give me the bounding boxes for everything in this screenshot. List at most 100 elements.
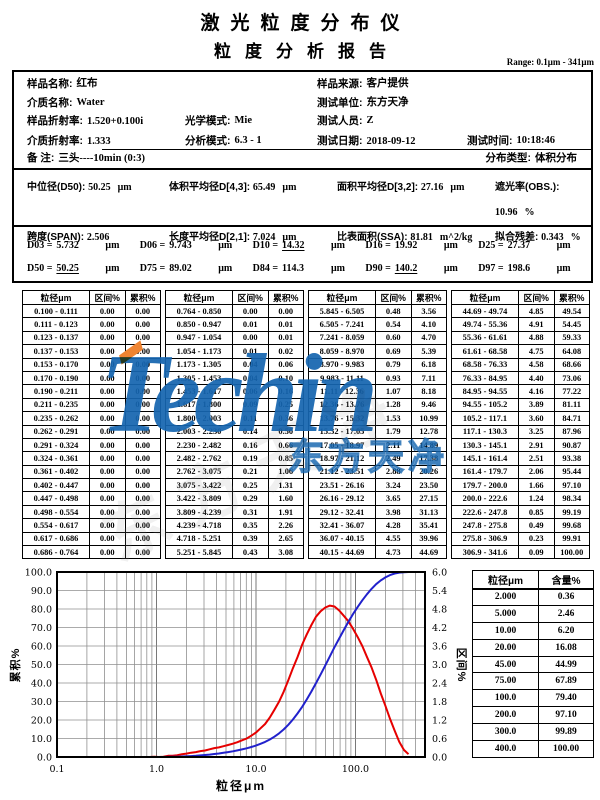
bin-row: 18.97 - 21.12 2.49 17.38: [308, 451, 447, 466]
bin-row: 2.003 - 2.230 0.14 0.50: [165, 424, 304, 439]
summary-content-cell: 44.99: [538, 655, 594, 674]
right-axis-tick: 2.4: [432, 678, 447, 689]
bin-table-group-3: 粒径μm 区间% 累积% 5.845 - 6.505 0.48 3.56 6.505 - 7…: [308, 290, 447, 560]
bin-row: 0.111 - 0.123 0.00 0.00: [22, 317, 161, 332]
summary-size-cell: 300.0: [471, 723, 540, 742]
bin-row: 0.153 - 0.170 0.00 0.00: [22, 357, 161, 372]
dvalue-unit: μm: [443, 240, 458, 251]
bin-row: 0.291 - 0.324 0.00 0.00: [22, 437, 161, 453]
bin-cumulative-cell: 4.70: [410, 330, 447, 346]
bin-interval-cell: 0.21: [232, 464, 269, 480]
bin-cumulative-cell: 64.08: [553, 344, 590, 359]
bin-cumulative-cell: 0.66: [267, 437, 304, 453]
bin-interval-cell: 0.06: [232, 384, 269, 399]
bin-range-cell: 0.361 - 0.402: [22, 464, 90, 480]
bin-range-cell: 0.686 - 0.764: [22, 545, 90, 560]
bin-cumulative-cell: 23.50: [410, 478, 447, 493]
bin-cumulative-cell: 0.00: [124, 397, 161, 413]
dvalue-unit: μm: [556, 240, 571, 251]
bin-cumulative-cell: 0.00: [124, 437, 161, 453]
bin-row: 0.554 - 0.617 0.00 0.00: [22, 518, 161, 533]
bin-interval-cell: 4.16: [518, 384, 555, 399]
dvalue-label: D03 =: [27, 240, 53, 251]
bin-interval-cell: 0.00: [89, 384, 126, 399]
info-row: 介质名称: Water 测试单位: 东方天净: [14, 94, 591, 113]
bin-range-cell: 0.498 - 0.554: [22, 504, 90, 520]
dvalue-label: D75 =: [139, 263, 166, 274]
bin-cumulative-cell: 99.91: [553, 531, 590, 547]
left-axis-tick: 40.0: [31, 678, 52, 689]
bin-row: 3.809 - 4.239 0.31 1.91: [165, 504, 304, 520]
bin-cumulative-cell: 27.15: [410, 491, 447, 506]
bin-cumulative-cell: 0.06: [267, 357, 304, 372]
field-label: 样品折射率:: [27, 115, 83, 127]
field-label: 测试日期:: [317, 134, 363, 147]
left-axis-tick: 70.0: [31, 623, 52, 634]
sample-info-box: 样品名称: 红布 样品来源: 客户提供 介质名称: Water 测试单位: 东方天净 样…: [12, 70, 593, 283]
bin-cumulative-cell: 84.71: [553, 411, 590, 426]
bin-range-cell: 222.6 - 247.8: [451, 504, 519, 520]
bin-table-1: 粒径μm 区间% 累积% 0.100 - 0.111 0.00 0.00 0.111 - 0…: [22, 290, 161, 560]
bin-range-cell: 1.054 - 1.173: [165, 344, 233, 359]
summary-header: 含量%: [538, 570, 594, 590]
dist-type-label: 分布类型:: [485, 152, 532, 164]
dvalue-label: D84 =: [252, 263, 279, 274]
bin-range-cell: 0.123 - 0.137: [22, 330, 90, 346]
bin-row: 275.8 - 306.9 0.23 99.91: [451, 531, 590, 547]
bin-range-cell: 21.12 - 23.51: [308, 464, 376, 480]
field-label: 介质名称:: [27, 96, 73, 109]
bin-row: 26.16 - 29.12 3.65 27.15: [308, 491, 447, 506]
bin-range-cell: 3.809 - 4.239: [165, 504, 233, 520]
dvalue-unit: μm: [105, 263, 120, 274]
bin-cumulative-cell: 87.96: [553, 424, 590, 439]
dvalues-section: D03 = 5.732 μm D06 = 9.743 μm D10 = 14.32 μm D…: [14, 225, 591, 283]
bin-interval-cell: 1.79: [375, 424, 412, 439]
bin-cumulative-cell: 0.00: [124, 504, 161, 520]
bin-row: 32.41 - 36.07 4.28 35.41: [308, 518, 447, 533]
bin-range-cell: 12.36 - 13.76: [308, 397, 376, 413]
bin-cumulative-cell: 39.96: [410, 531, 447, 547]
bin-interval-cell: 0.93: [375, 370, 412, 386]
bin-range-cell: 0.402 - 0.447: [22, 478, 90, 493]
bin-interval-cell: 0.23: [518, 531, 555, 547]
bin-interval-cell: 1.07: [375, 384, 412, 399]
bin-interval-cell: 0.00: [89, 437, 126, 453]
field-label: 光学模式:: [185, 115, 231, 127]
field-value: Mie: [234, 115, 253, 126]
bin-row: 0.498 - 0.554 0.00 0.00: [22, 504, 161, 520]
bin-row: 200.0 - 222.6 1.24 98.34: [451, 491, 590, 506]
bin-interval-cell: 0.00: [89, 424, 126, 439]
bin-cumulative-cell: 68.66: [553, 357, 590, 372]
summary-row: 20.00 16.08: [471, 638, 594, 657]
bin-row: 1.173 - 1.305 0.04 0.06: [165, 357, 304, 372]
bin-range-cell: 130.3 - 145.1: [451, 437, 519, 453]
bin-range-cell: 13.76 - 15.32: [308, 411, 376, 426]
bin-range-cell: 36.07 - 40.15: [308, 531, 376, 547]
right-axis-tick: 1.2: [432, 715, 447, 726]
dvalue-value: 27.37: [507, 240, 531, 251]
bin-range-cell: 0.170 - 0.190: [22, 370, 90, 386]
bin-row: 0.190 - 0.211 0.00 0.00: [22, 384, 161, 399]
stat-value: 81.81: [410, 232, 433, 243]
bin-interval-cell: 0.00: [89, 478, 126, 493]
bin-row: 6.505 - 7.241 0.54 4.10: [308, 317, 447, 332]
bin-interval-cell: 0.85: [518, 504, 555, 520]
bin-row: 8.059 - 8.970 0.69 5.39: [308, 344, 447, 359]
bin-interval-cell: 1.53: [375, 411, 412, 426]
bin-cumulative-cell: 0.01: [267, 317, 304, 332]
bin-range-cell: 1.617 - 1.800: [165, 397, 233, 413]
bin-row: 61.61 - 68.58 4.75 64.08: [451, 344, 590, 359]
bin-row: 0.100 - 0.111 0.00 0.00: [22, 303, 161, 319]
bin-table-group-4: 粒径μm 区间% 累积% 44.69 - 49.74 4.85 49.54 49.74 - …: [451, 290, 590, 560]
bin-cumulative-cell: 1.31: [267, 478, 304, 493]
bin-range-cell: 11.11 - 12.36: [308, 384, 376, 399]
bin-row: 3.422 - 3.809 0.29 1.60: [165, 491, 304, 506]
dvalue-label: D50 =: [27, 263, 53, 274]
summary-content-cell: 100.00: [538, 740, 594, 758]
bin-row: 84.95 - 94.55 4.16 77.22: [451, 384, 590, 399]
bin-row: 8.970 - 9.983 0.79 6.18: [308, 357, 447, 372]
bin-cumulative-cell: 35.41: [410, 518, 447, 533]
bin-cumulative-cell: 1.60: [267, 491, 304, 506]
dvalue-unit: μm: [218, 240, 233, 251]
